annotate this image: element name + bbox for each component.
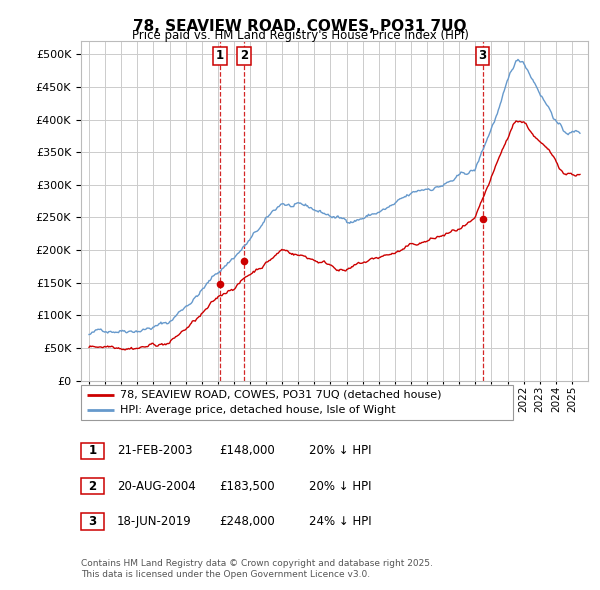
Text: 21-FEB-2003: 21-FEB-2003 — [117, 444, 193, 457]
Text: 20% ↓ HPI: 20% ↓ HPI — [309, 444, 371, 457]
Text: 3: 3 — [479, 49, 487, 62]
Text: £148,000: £148,000 — [219, 444, 275, 457]
Text: 1: 1 — [88, 444, 97, 457]
Text: HPI: Average price, detached house, Isle of Wight: HPI: Average price, detached house, Isle… — [120, 405, 395, 415]
Text: 3: 3 — [88, 515, 97, 528]
Text: £183,500: £183,500 — [219, 480, 275, 493]
Text: 24% ↓ HPI: 24% ↓ HPI — [309, 515, 371, 528]
Text: This data is licensed under the Open Government Licence v3.0.: This data is licensed under the Open Gov… — [81, 570, 370, 579]
Text: 18-JUN-2019: 18-JUN-2019 — [117, 515, 192, 528]
Text: Price paid vs. HM Land Registry's House Price Index (HPI): Price paid vs. HM Land Registry's House … — [131, 30, 469, 42]
Text: 1: 1 — [216, 49, 224, 62]
Text: 78, SEAVIEW ROAD, COWES, PO31 7UQ: 78, SEAVIEW ROAD, COWES, PO31 7UQ — [133, 19, 467, 34]
Text: 20-AUG-2004: 20-AUG-2004 — [117, 480, 196, 493]
Text: Contains HM Land Registry data © Crown copyright and database right 2025.: Contains HM Land Registry data © Crown c… — [81, 559, 433, 568]
Text: £248,000: £248,000 — [219, 515, 275, 528]
Text: 78, SEAVIEW ROAD, COWES, PO31 7UQ (detached house): 78, SEAVIEW ROAD, COWES, PO31 7UQ (detac… — [120, 389, 442, 399]
Text: 20% ↓ HPI: 20% ↓ HPI — [309, 480, 371, 493]
Text: 2: 2 — [240, 49, 248, 62]
Text: 2: 2 — [88, 480, 97, 493]
